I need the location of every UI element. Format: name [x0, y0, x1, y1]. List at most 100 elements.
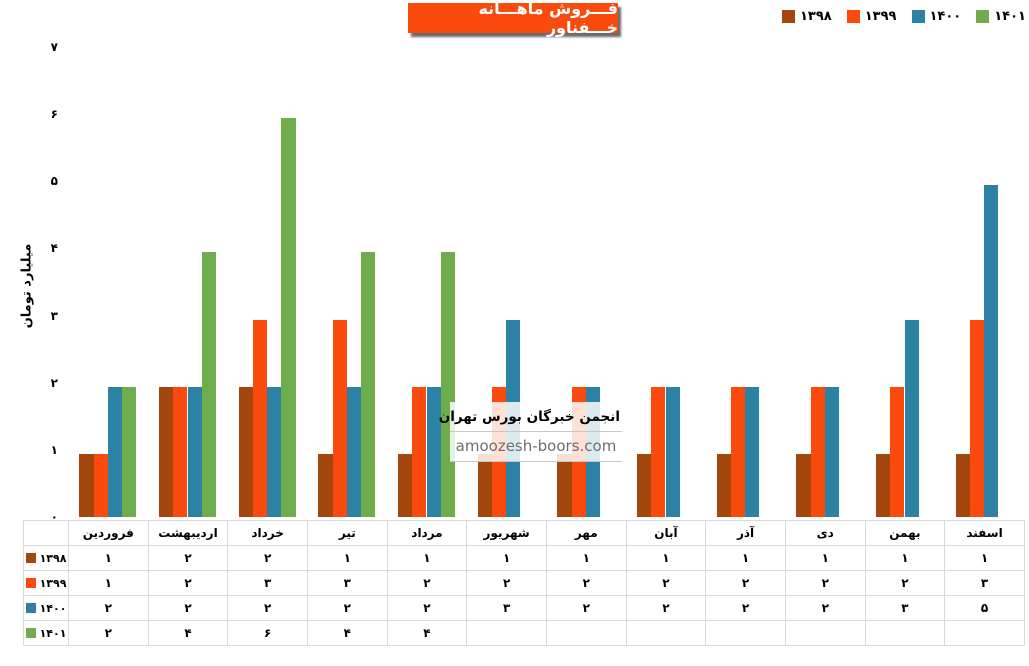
- value-cell: ۱: [784, 545, 866, 571]
- bar-۱۴۰۰-دی: [824, 386, 840, 517]
- value-cell: [545, 620, 627, 646]
- row-year-label: ۱۳۹۹: [39, 576, 67, 590]
- value-cell: ۱: [705, 545, 786, 571]
- bar-۱۳۹۸-آذر: [716, 453, 731, 517]
- value-cell: [784, 620, 866, 646]
- bar-۱۳۹۹-دی: [810, 386, 825, 517]
- y-tick-label: ۷: [50, 40, 58, 54]
- bar-۱۴۰۰-اردیبهشت: [187, 386, 202, 517]
- value-cell: ۱: [944, 545, 1025, 571]
- bar-۱۴۰۰-فروردین: [107, 386, 123, 517]
- legend-swatch-icon: [782, 10, 795, 23]
- value-cell: ۲: [466, 570, 547, 596]
- legend-item-۱۳۹۹: ۱۳۹۹: [846, 10, 897, 23]
- bar-۱۴۰۱-فروردین: [122, 386, 137, 517]
- value-cell: ۴: [306, 620, 388, 646]
- bar-۱۳۹۹-بهمن: [890, 386, 905, 517]
- value-cell: ۴: [386, 620, 468, 646]
- value-cell: ۱: [545, 545, 627, 571]
- bar-۱۳۹۸-شهریور: [477, 453, 492, 517]
- value-cell: [705, 620, 786, 646]
- value-cell: ۲: [147, 570, 229, 596]
- value-cell: ۲: [545, 595, 627, 621]
- bar-۱۳۹۹-تیر: [332, 319, 347, 517]
- value-cell: ۳: [466, 595, 547, 621]
- bar-۱۴۰۱-تیر: [361, 252, 376, 517]
- row-swatch-icon: [25, 553, 36, 563]
- month-header-cell: خرداد: [227, 520, 308, 546]
- row-label: ۱۳۹۹: [25, 576, 68, 590]
- value-cell: ۱: [625, 545, 707, 571]
- bar-۱۴۰۰-مرداد: [426, 386, 441, 517]
- y-axis-title: میلیارد تومان: [19, 243, 35, 329]
- watermark-association-text: انجمن خبرگان بورس تهران: [439, 402, 622, 432]
- row-label: ۱۴۰۱: [25, 626, 68, 640]
- value-cell: ۲: [625, 570, 707, 596]
- chart-title: فـــروش ماهـــانه خـــفناور: [408, 0, 618, 37]
- row-label-cell: ۱۴۰۰: [23, 595, 69, 621]
- month-header-cell: تیر: [306, 520, 388, 546]
- bar-۱۳۹۹-فروردین: [93, 453, 108, 517]
- value-cell: ۲: [864, 570, 946, 596]
- legend-label: ۱۴۰۱: [994, 9, 1026, 24]
- y-tick-label: ۱: [50, 442, 58, 457]
- value-cell: ۳: [944, 570, 1025, 596]
- value-cell: ۲: [68, 595, 149, 621]
- value-cell: ۲: [227, 595, 308, 621]
- month-header-cell: شهریور: [466, 520, 547, 546]
- month-header-cell: مهر: [545, 520, 627, 546]
- bar-۱۳۹۸-آبان: [636, 453, 652, 517]
- bar-۱۴۰۱-اردیبهشت: [201, 252, 217, 517]
- value-cell: ۲: [306, 595, 388, 621]
- bar-۱۳۹۸-اسفند: [955, 453, 970, 517]
- bar-۱۴۰۰-آبان: [665, 386, 680, 517]
- value-cell: ۲: [625, 595, 707, 621]
- value-cell: ۴: [147, 620, 229, 646]
- legend-swatch-icon: [911, 10, 925, 23]
- row-label-cell: ۱۳۹۹: [23, 570, 69, 596]
- month-header-cell: مرداد: [386, 520, 468, 546]
- bar-۱۳۹۹-اسفند: [969, 319, 985, 517]
- month-header-cell: آبان: [625, 520, 707, 546]
- bar-۱۴۰۰-آذر: [745, 386, 760, 517]
- bar-۱۳۹۸-اردیبهشت: [158, 386, 174, 517]
- legend-swatch-icon: [846, 10, 860, 23]
- value-cell: ۲: [705, 570, 786, 596]
- row-label: ۱۴۰۰: [25, 602, 68, 615]
- table-header-row: فروردین اردیبهشت خرداد تیر مرداد شهریور مهر آبا…: [23, 520, 1025, 546]
- value-cell: ۲: [147, 545, 229, 571]
- legend-label: ۱۴۰۰: [929, 9, 962, 24]
- bar-۱۳۹۹-خرداد: [252, 319, 268, 517]
- value-cell: [625, 620, 707, 646]
- table-row-۱۳۹۹: ۱۳۹۹ ۱ ۲ ۳ ۳ ۲ ۲ ۲ ۲ ۲ ۲ ۲ ۳: [23, 570, 1025, 596]
- month-header-cell: فروردین: [68, 520, 149, 546]
- y-tick-label: ۳: [50, 308, 58, 323]
- bar-۱۴۰۰-تیر: [346, 386, 362, 517]
- bar-۱۳۹۸-فروردین: [79, 453, 94, 517]
- value-cell: ۱: [68, 545, 149, 571]
- bar-۱۴۰۰-خرداد: [267, 386, 282, 517]
- y-tick-label: ۰: [50, 510, 58, 524]
- bar-۱۳۹۸-دی: [796, 453, 811, 517]
- value-cell: ۱: [466, 545, 547, 571]
- bar-۱۳۹۹-آذر: [730, 386, 746, 517]
- bar-۱۳۹۸-خرداد: [238, 386, 253, 517]
- plot-area: [68, 47, 1024, 517]
- value-cell: [944, 620, 1025, 646]
- table-row-۱۳۹۸: ۱۳۹۸ ۱ ۲ ۲ ۱ ۱ ۱ ۱ ۱ ۱ ۱ ۱ ۱: [23, 545, 1025, 571]
- month-header-cell: دی: [784, 520, 866, 546]
- row-year-label: ۱۴۰۱: [39, 626, 67, 640]
- value-cell: ۱: [864, 545, 946, 571]
- bar-۱۴۰۱-خرداد: [281, 118, 296, 517]
- row-swatch-icon: [25, 628, 36, 638]
- watermark-website-text: amoozesh-boors.com: [450, 432, 622, 462]
- value-cell: ۵: [944, 595, 1025, 621]
- bar-۱۳۹۹-مرداد: [412, 386, 427, 517]
- row-swatch-icon: [25, 578, 36, 588]
- value-cell: ۱: [386, 545, 468, 571]
- table-body: فروردین اردیبهشت خرداد تیر مرداد شهریور مهر آبا…: [23, 520, 1025, 646]
- value-cell: ۶: [227, 620, 308, 646]
- table-corner-cell: [23, 520, 69, 546]
- row-year-label: ۱۳۹۸: [39, 551, 67, 565]
